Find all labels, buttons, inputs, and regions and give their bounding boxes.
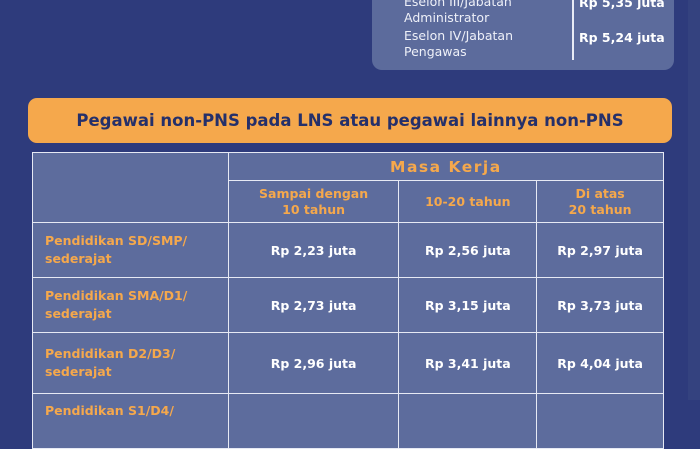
cell [227,393,400,449]
cell: Rp 2,56 juta [398,222,538,278]
salary-table: Masa Kerja Sampai dengan 10 tahun 10-20 t… [32,152,665,449]
cell: Rp 3,15 juta [398,277,538,333]
eselon-iii-label: Eselon III/Jabatan Administrator [404,0,512,25]
cell: Rp 4,04 juta [536,332,664,394]
column-header: Sampai dengan 10 tahun [227,180,400,223]
section-banner: Pegawai non-PNS pada LNS atau pegawai la… [28,98,672,143]
table-row: Pendidikan S1/D4/ [32,393,664,449]
cell: Rp 2,97 juta [536,222,664,278]
table-row: Pendidikan SD/SMP/sederajat Rp 2,23 juta… [32,222,664,278]
cell: Rp 2,73 juta [227,277,400,333]
column-header: Di atas 20 tahun [536,180,664,223]
group-header: Masa Kerja [227,152,665,181]
column-header: 10-20 tahun [398,180,538,223]
table-row: Pendidikan D2/D3/sederajat Rp 2,96 juta … [32,332,664,394]
cell: Rp 2,23 juta [227,222,400,278]
cell [398,393,538,449]
row-label: Pendidikan S1/D4/ [32,393,229,449]
eselon-iii-value: Rp 5,35 juta [579,0,665,10]
row-label: Pendidikan SD/SMP/sederajat [32,222,229,278]
empty-header [32,152,229,223]
cell: Rp 3,73 juta [536,277,664,333]
cell [536,393,664,449]
row-label: Pendidikan SMA/D1/sederajat [32,277,229,333]
eselon-iv-value: Rp 5,24 juta [579,30,665,45]
right-edge [688,0,700,400]
eselon-iv-label: Eselon IV/Jabatan Pengawas [404,28,513,59]
divider [572,0,574,60]
cell: Rp 2,96 juta [227,332,400,394]
eselon-card: Eselon III/Jabatan Administrator Rp 5,35 … [372,0,674,70]
cell: Rp 3,41 juta [398,332,538,394]
row-label: Pendidikan D2/D3/sederajat [32,332,229,394]
table-row: Pendidikan SMA/D1/sederajat Rp 2,73 juta… [32,277,664,333]
